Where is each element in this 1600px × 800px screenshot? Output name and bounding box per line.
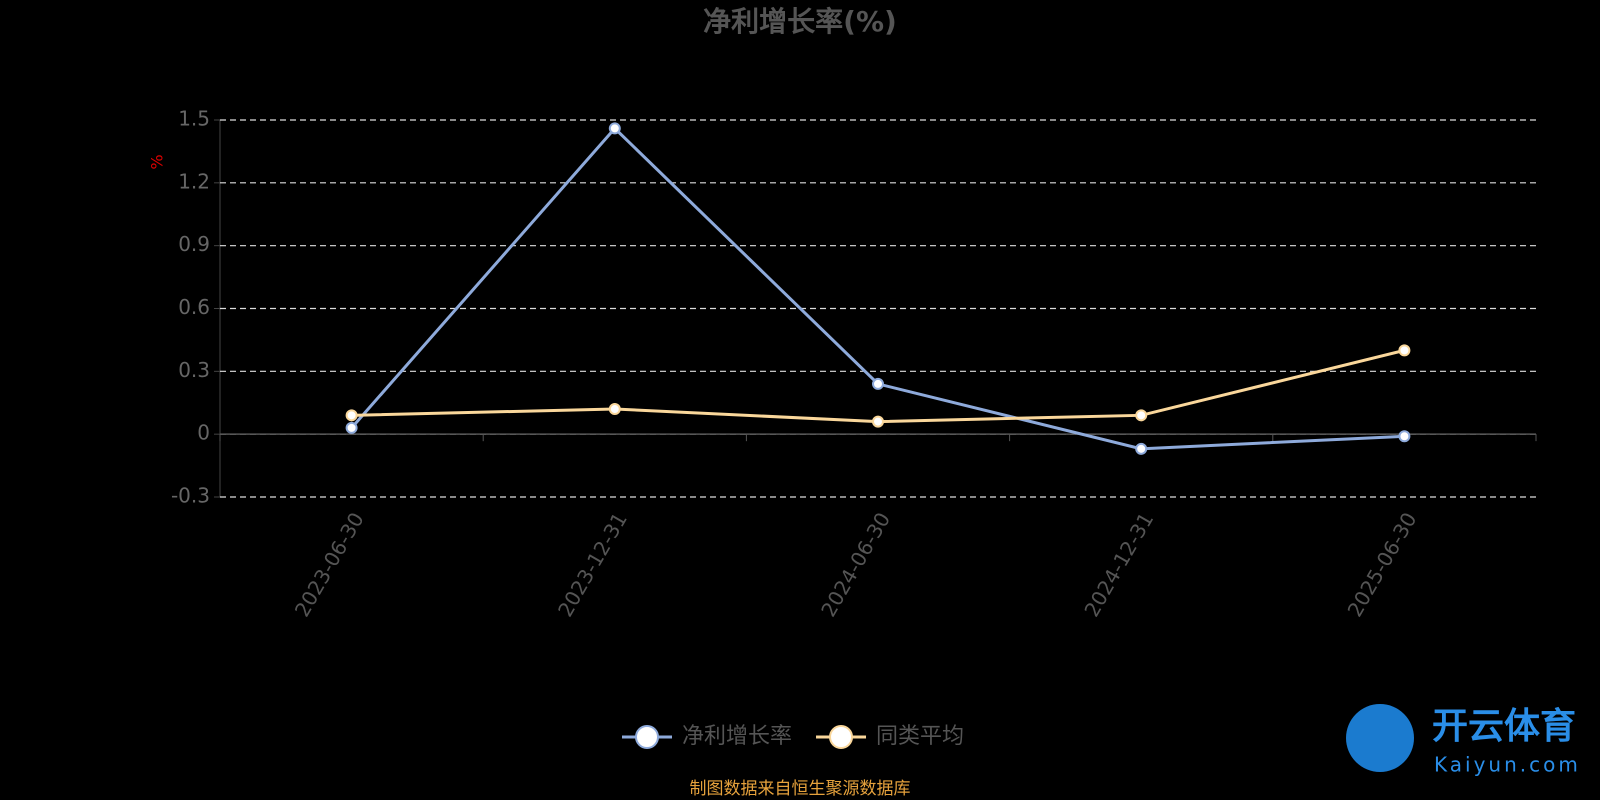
data-point bbox=[345, 421, 358, 434]
y-tick-label: -0.3 bbox=[171, 484, 210, 508]
legend-label: 同类平均 bbox=[876, 724, 964, 749]
data-point bbox=[872, 415, 884, 428]
data-point bbox=[608, 403, 621, 416]
data-point bbox=[872, 377, 884, 390]
data-point bbox=[1135, 442, 1148, 455]
y-axis-label: % bbox=[148, 154, 167, 169]
watermark: 开云体育 Kaiyun.com bbox=[1346, 704, 1581, 777]
legend-marker bbox=[635, 725, 659, 749]
legend-marker bbox=[829, 725, 854, 749]
y-tick-label: 1.5 bbox=[178, 107, 210, 131]
watermark-brand: 开云体育 bbox=[1432, 706, 1576, 747]
y-tick-label: 0.6 bbox=[178, 295, 210, 319]
y-tick-label: 0.9 bbox=[178, 232, 210, 256]
data-point bbox=[1398, 430, 1411, 443]
data-point bbox=[608, 122, 621, 135]
data-point bbox=[1135, 409, 1148, 422]
legend-label: 净利增长率 bbox=[682, 724, 792, 749]
chart-title: 净利增长率(%) bbox=[703, 5, 897, 38]
y-tick-label: 1.2 bbox=[178, 169, 210, 193]
data-point bbox=[1398, 344, 1411, 357]
watermark-logo bbox=[1346, 704, 1414, 772]
y-tick-label: 0 bbox=[197, 421, 210, 445]
source-note: 制图数据来自恒生聚源数据库 bbox=[690, 779, 911, 799]
watermark-url: Kaiyun.com bbox=[1434, 753, 1581, 777]
data-point bbox=[345, 409, 358, 422]
y-tick-label: 0.3 bbox=[178, 358, 210, 382]
